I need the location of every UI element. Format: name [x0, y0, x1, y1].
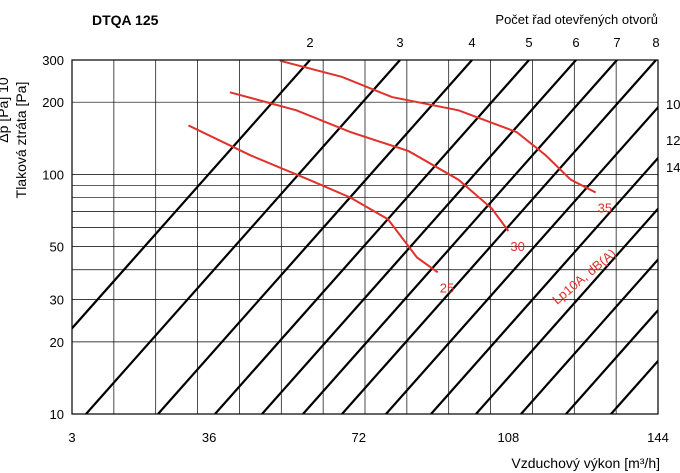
- opening-row-label: 7: [613, 35, 620, 50]
- noise-unit-label: Lp10A, dB(A): [549, 246, 618, 308]
- x-tick-labels: 3 36 72 108 144: [68, 430, 668, 445]
- x-tick-label: 36: [202, 430, 216, 445]
- y-tick-label: 10: [50, 407, 64, 422]
- noise-curve-label: 25: [440, 280, 454, 295]
- noise-curves: [188, 61, 595, 273]
- noise-curve-label: 30: [510, 239, 524, 254]
- x-tick-label: 108: [498, 430, 520, 445]
- opening-row-line: [342, 60, 656, 414]
- y-tick-label: 30: [50, 293, 64, 308]
- opening-row-line: [611, 60, 680, 414]
- opening-row-line: [303, 60, 617, 414]
- right-edge-labels: 10 12 14: [666, 97, 680, 175]
- opening-row-label: 5: [525, 35, 532, 50]
- top-axis-label: Počet řad otevřených otvorů: [495, 12, 658, 27]
- right-edge-label: 14: [666, 160, 680, 175]
- chart-title: DTQA 125: [92, 12, 159, 28]
- y-axis-label-partial: Δp [Pa] 10: [0, 77, 11, 143]
- right-edge-label: 10: [666, 97, 680, 112]
- opening-row-line: [262, 60, 576, 414]
- noise-curve-label: 35: [598, 200, 612, 215]
- opening-row-label: 3: [396, 35, 403, 50]
- x-tick-label: 144: [647, 430, 669, 445]
- opening-row-lines: [0, 60, 680, 414]
- y-tick-label: 100: [42, 167, 64, 182]
- opening-row-label: 2: [306, 35, 313, 50]
- opening-row-line: [566, 60, 680, 414]
- y-axis-label: Tlaková ztráta [Pa]: [13, 82, 29, 199]
- y-tick-label: 200: [42, 95, 64, 110]
- y-tick-labels: 10 20 30 50 100 200 300: [42, 53, 64, 422]
- x-tick-label: 3: [68, 430, 75, 445]
- right-edge-label: 12: [666, 133, 680, 148]
- noise-curve: [280, 61, 596, 193]
- opening-row-line: [158, 60, 472, 414]
- opening-row-label: 4: [468, 35, 475, 50]
- opening-row-line: [386, 60, 680, 414]
- opening-row-label: 6: [572, 35, 579, 50]
- y-tick-label: 20: [50, 335, 64, 350]
- top-tick-labels: 2 3 4 5 6 7 8: [306, 35, 659, 50]
- opening-row-label: 8: [652, 35, 659, 50]
- opening-row-line: [86, 60, 400, 414]
- vertical-gridlines: [114, 60, 616, 414]
- y-tick-label: 50: [50, 239, 64, 254]
- opening-row-line: [521, 60, 680, 414]
- x-tick-label: 72: [352, 430, 366, 445]
- opening-row-line: [476, 60, 680, 414]
- y-tick-label: 300: [42, 53, 64, 68]
- x-axis-label: Vzduchový výkon [m³/h]: [511, 455, 660, 471]
